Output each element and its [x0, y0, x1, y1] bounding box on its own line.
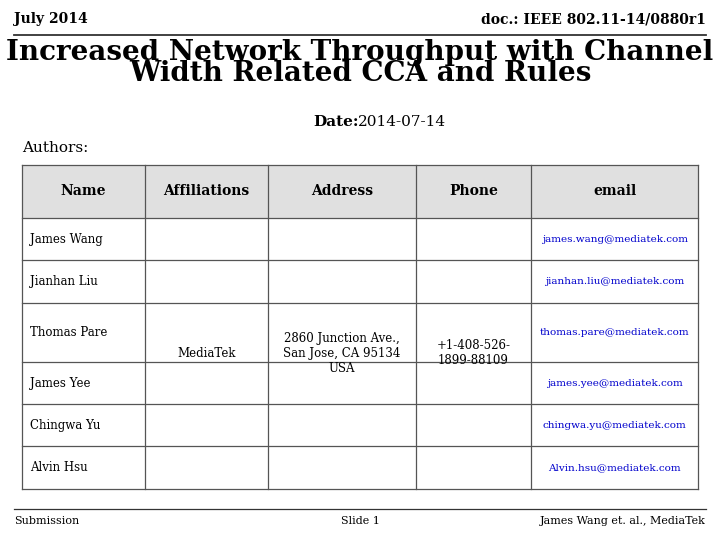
Text: Increased Network Throughput with Channel: Increased Network Throughput with Channe… [6, 39, 714, 66]
Text: James Wang et. al., MediaTek: James Wang et. al., MediaTek [540, 516, 706, 526]
Text: Slide 1: Slide 1 [341, 516, 379, 526]
Text: jianhan.liu@mediatek.com: jianhan.liu@mediatek.com [545, 277, 685, 286]
Text: Authors:: Authors: [22, 141, 88, 155]
Text: Affiliations: Affiliations [163, 184, 250, 198]
Text: July 2014: July 2014 [14, 12, 88, 26]
Text: 2014-07-14: 2014-07-14 [358, 114, 446, 129]
Text: Date:: Date: [313, 114, 359, 129]
Text: Name: Name [60, 184, 106, 198]
Text: james.yee@mediatek.com: james.yee@mediatek.com [547, 379, 683, 388]
Text: Phone: Phone [449, 184, 498, 198]
Text: Alvin.hsu@mediatek.com: Alvin.hsu@mediatek.com [549, 463, 681, 472]
Text: email: email [593, 184, 636, 198]
Bar [22, 165, 698, 218]
Text: Chingwa Yu: Chingwa Yu [30, 419, 101, 432]
Text: +1-408-526-
1899-88109: +1-408-526- 1899-88109 [436, 340, 510, 367]
Text: james.wang@mediatek.com: james.wang@mediatek.com [541, 235, 688, 244]
Text: doc.: IEEE 802.11-14/0880r1: doc.: IEEE 802.11-14/0880r1 [481, 12, 706, 26]
Text: Thomas Pare: Thomas Pare [30, 326, 107, 339]
Text: MediaTek: MediaTek [177, 347, 236, 360]
Text: chingwa.yu@mediatek.com: chingwa.yu@mediatek.com [543, 421, 687, 430]
Text: 2860 Junction Ave.,
San Jose, CA 95134
USA: 2860 Junction Ave., San Jose, CA 95134 U… [284, 332, 401, 375]
Text: Width Related CCA and Rules: Width Related CCA and Rules [129, 60, 591, 87]
Text: thomas.pare@mediatek.com: thomas.pare@mediatek.com [540, 328, 690, 337]
Text: James Wang: James Wang [30, 233, 103, 246]
Text: James Yee: James Yee [30, 377, 91, 390]
Text: Alvin Hsu: Alvin Hsu [30, 461, 88, 474]
Text: Address: Address [311, 184, 373, 198]
Text: Jianhan Liu: Jianhan Liu [30, 275, 98, 288]
Text: Submission: Submission [14, 516, 80, 526]
